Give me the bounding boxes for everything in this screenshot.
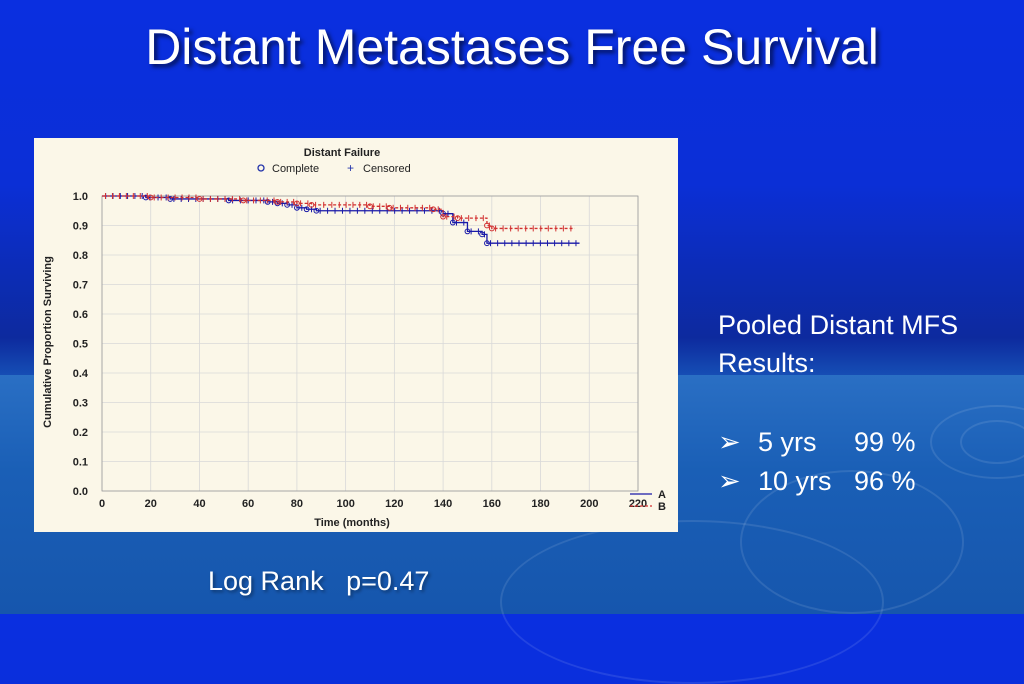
complete-marker — [464, 228, 471, 235]
log-rank-label: Log Rank — [208, 566, 324, 596]
x-tick-label: 40 — [193, 498, 205, 510]
slide-title: Distant Metastases Free Survival — [145, 19, 879, 75]
y-tick-label: 0.5 — [73, 339, 88, 351]
ripple-decoration — [500, 520, 884, 684]
complete-marker — [484, 240, 490, 247]
complete-marker — [454, 215, 461, 222]
x-tick-label: 140 — [434, 498, 452, 510]
complete-marker — [240, 197, 247, 204]
arrow-bullet-icon: ➢ — [718, 427, 741, 457]
pooled-title-line2: Results: — [718, 348, 816, 378]
complete-marker — [147, 194, 154, 201]
legend-complete-label: Complete — [272, 163, 319, 175]
y-tick-label: 0.3 — [73, 398, 88, 410]
complete-marker — [440, 213, 446, 220]
complete-marker — [488, 225, 495, 232]
arrow-bullet-icon: ➢ — [718, 466, 741, 496]
complete-marker — [367, 203, 373, 210]
x-axis-label: Time (months) — [314, 517, 390, 529]
legend-censored-label: Censored — [363, 163, 411, 175]
x-tick-label: 80 — [291, 498, 303, 510]
series-B-line — [102, 195, 575, 230]
bullet-label: 10 yrs — [758, 466, 832, 496]
x-tick-label: 0 — [99, 498, 105, 510]
log-rank-value: p=0.47 — [346, 566, 430, 596]
x-tick-label: 220 — [629, 498, 647, 510]
y-tick-label: 0.1 — [73, 457, 88, 469]
legend-censored-marker: + — [347, 161, 354, 175]
x-tick-label: 120 — [385, 498, 403, 510]
complete-marker — [225, 197, 232, 204]
complete-marker — [274, 199, 281, 205]
complete-marker — [449, 219, 456, 226]
complete-marker — [294, 200, 300, 207]
x-tick-label: 100 — [336, 498, 354, 510]
bullet-value: 96 % — [854, 466, 916, 496]
x-tick-label: 20 — [145, 498, 157, 510]
y-axis-label: Cumulative Proportion Surviving — [42, 256, 54, 428]
y-tick-label: 0.9 — [73, 221, 88, 233]
x-tick-label: 160 — [483, 498, 501, 510]
y-tick-label: 0.2 — [73, 427, 88, 439]
complete-marker — [303, 206, 310, 213]
chart-panel: Distant Failure Complete + Censored 0 20 4… — [34, 138, 678, 532]
x-tick-label: 60 — [242, 498, 254, 510]
bullet-value: 99 % — [854, 427, 916, 457]
x-tick-label: 200 — [580, 498, 598, 510]
log-rank-text: Log Rank p=0.47 — [208, 566, 429, 597]
plot-frame — [101, 195, 639, 492]
bullet-label: 5 yrs — [758, 427, 817, 457]
y-tick-label: 0.0 — [73, 486, 88, 498]
complete-marker — [313, 207, 320, 214]
series-B-legend-label: B — [658, 501, 666, 513]
legend-complete-marker — [257, 164, 265, 172]
complete-marker — [308, 201, 315, 208]
complete-marker — [196, 196, 203, 202]
y-tick-label: 0.4 — [73, 368, 89, 380]
survival-chart: Distant Failure Complete + Censored 0 20 4… — [42, 147, 666, 529]
series-A-legend-label: A — [658, 489, 666, 501]
series-A-line — [102, 195, 580, 244]
x-tick-label: 180 — [531, 498, 549, 510]
pooled-title-line1: Pooled Distant MFS — [718, 310, 959, 340]
complete-marker — [430, 206, 437, 213]
y-tick-label: 0.8 — [73, 250, 88, 262]
y-tick-label: 0.7 — [73, 280, 88, 292]
chart-legend: Complete + Censored — [257, 161, 411, 175]
y-tick-label: 1.0 — [73, 191, 88, 203]
y-tick-label: 0.6 — [73, 309, 88, 321]
chart-title: Distant Failure — [304, 147, 380, 159]
bullet-5yrs: ➢ 5 yrs 99 % — [718, 427, 916, 458]
bullet-10yrs: ➢ 10 yrs 96 % — [718, 466, 916, 497]
complete-marker — [386, 204, 393, 211]
